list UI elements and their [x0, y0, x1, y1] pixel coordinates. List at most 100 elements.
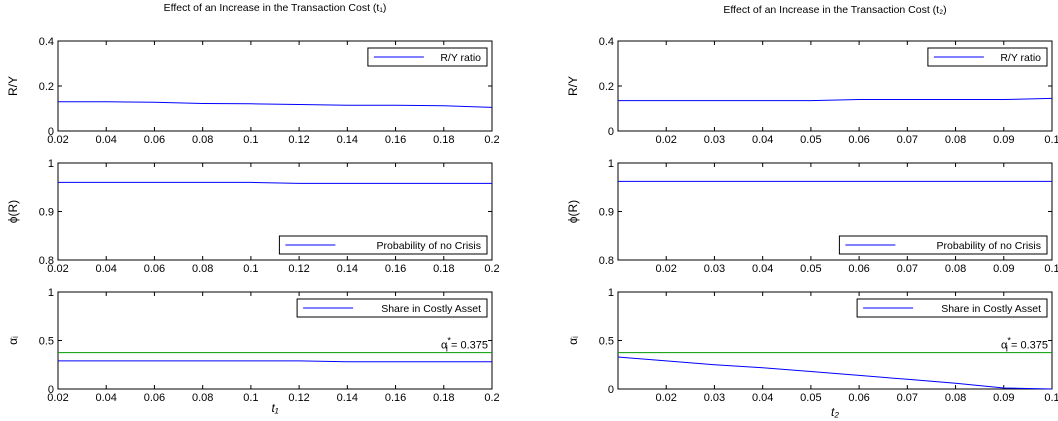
panel-2: 0.02 0.04 0.06 0.08 0.1 0.12 0.14 0.16 0.18 0.2 0.…: [6, 158, 500, 275]
x-tick-label: 0.02: [656, 263, 677, 275]
x-tick-label: 0.05: [800, 392, 821, 404]
panel-3: 0.02 0.03 0.04 0.05 0.06 0.07 0.08 0.09 0.1 0 0.5 1…: [566, 287, 1058, 404]
legend-label: Share in Costly Asset: [381, 303, 481, 315]
x-tick-label: 0.1: [1044, 134, 1058, 146]
annotation-sup: *: [447, 336, 451, 346]
x-tick-label: 0.06: [848, 263, 869, 275]
x-tick-label: 0.08: [945, 134, 966, 146]
chart-title: Effect of an Increase in the Transaction…: [164, 2, 387, 14]
panel-1: 0.02 0.03 0.04 0.05 0.06 0.07 0.08 0.09 0.1 0 0.2 0…: [566, 36, 1058, 146]
panel-1: 0.02 0.04 0.06 0.08 0.1 0.12 0.14 0.16 0.18 0.2 0 0…: [6, 36, 500, 146]
x-tick-label: 0.16: [385, 263, 406, 275]
x-tick-label: 0.06: [848, 134, 869, 146]
y-tick-label: 0.5: [599, 336, 614, 348]
x-tick-label: 0.2: [484, 134, 499, 146]
legend-box: [856, 298, 1048, 318]
x-tick-label: 0.06: [144, 392, 165, 404]
reference-annotation: α* i = 0.375: [1001, 336, 1048, 354]
annotation-sub: i: [1006, 344, 1008, 354]
y-axis-label: ϕ(R): [6, 200, 20, 223]
x-tick-label: 0.1: [243, 134, 258, 146]
y-tick-label: 1: [608, 158, 614, 170]
y-tick-label: 1: [48, 158, 54, 170]
y-axis-label: R/Y: [566, 76, 580, 96]
y-tick-label: 1: [608, 287, 614, 299]
x-tick-label: 0.16: [385, 392, 406, 404]
y-tick-label: 0.4: [599, 36, 614, 48]
x-tick-label: 0.1: [243, 263, 258, 275]
chart-title: Effect of an Increase in the Transaction…: [723, 4, 946, 16]
x-tick-label: 0.05: [800, 134, 821, 146]
x-tick-label: 0.02: [47, 392, 68, 404]
x-tick-label: 0.02: [47, 134, 68, 146]
x-tick-label: 0.06: [848, 392, 869, 404]
chart-1: Effect of an Increase in the Transaction…: [6, 2, 500, 415]
x-tick-label: 0.06: [144, 134, 165, 146]
legend: Share in Costly Asset: [296, 298, 488, 318]
y-tick-label: 0.9: [39, 207, 54, 219]
x-tick-label: 0.1: [1044, 263, 1058, 275]
x-tick-label: 0.09: [993, 263, 1014, 275]
x-axis-label: t₁: [271, 401, 278, 415]
legend-box: [927, 47, 1048, 67]
y-axis-label: αᵢ: [6, 336, 20, 345]
x-tick-label: 0.16: [385, 134, 406, 146]
x-tick-label: 0.14: [337, 392, 358, 404]
x-tick-label: 0.1: [1044, 392, 1058, 404]
series-line: [617, 356, 1053, 390]
legend-label: Share in Costly Asset: [941, 303, 1041, 315]
x-tick-label: 0.04: [752, 134, 773, 146]
x-tick-label: 0.18: [433, 263, 454, 275]
y-tick-label: 0.2: [39, 81, 54, 93]
chart-2: Effect of an Increase in the Transaction…: [566, 4, 1058, 419]
x-tick-label: 0.18: [433, 392, 454, 404]
x-tick-label: 0.12: [288, 134, 309, 146]
x-tick-label: 0.03: [704, 392, 725, 404]
x-tick-label: 0.12: [288, 392, 309, 404]
legend: Probability of no Crisis: [278, 235, 488, 255]
legend-box: [278, 235, 488, 255]
legend-box: [296, 298, 488, 318]
series-line: [618, 97, 1053, 102]
x-tick-label: 0.08: [945, 263, 966, 275]
x-tick-label: 0.04: [752, 392, 773, 404]
y-tick-label: 0: [608, 384, 614, 396]
legend: R/Y ratio: [927, 47, 1048, 67]
y-tick-label: 0.8: [599, 255, 614, 267]
x-tick-label: 0.04: [96, 134, 117, 146]
x-tick-label: 0.04: [752, 263, 773, 275]
y-tick-label: 0: [48, 126, 54, 138]
y-tick-label: 0.8: [39, 255, 54, 267]
series-line: [58, 101, 493, 108]
x-tick-label: 0.2: [484, 392, 499, 404]
x-tick-label: 0.06: [144, 263, 165, 275]
x-axis-label: t₂: [831, 405, 839, 419]
annotation-symbol: α: [441, 340, 448, 352]
x-tick-label: 0.09: [993, 134, 1014, 146]
y-tick-label: 0.2: [599, 81, 614, 93]
y-tick-label: 1: [48, 287, 54, 299]
legend: Probability of no Crisis: [838, 235, 1048, 255]
x-tick-label: 0.12: [288, 263, 309, 275]
annotation-value: = 0.375: [1008, 340, 1048, 352]
x-tick-label: 0.14: [337, 263, 358, 275]
x-tick-label: 0.04: [96, 263, 117, 275]
y-tick-label: 0.9: [599, 207, 614, 219]
x-tick-label: 0.07: [897, 263, 918, 275]
legend: R/Y ratio: [367, 47, 488, 67]
legend-label: R/Y ratio: [1000, 52, 1041, 64]
x-tick-label: 0.18: [433, 134, 454, 146]
x-tick-label: 0.08: [192, 392, 213, 404]
legend-box: [838, 235, 1048, 255]
x-tick-label: 0.07: [897, 134, 918, 146]
x-tick-label: 0.05: [800, 263, 821, 275]
x-tick-label: 0.08: [192, 134, 213, 146]
annotation-sub: i: [446, 344, 448, 354]
series-line: [58, 181, 492, 184]
legend-label: Probability of no Crisis: [377, 240, 481, 252]
x-tick-label: 0.08: [945, 392, 966, 404]
panel-2: 0.02 0.03 0.04 0.05 0.06 0.07 0.08 0.09 0.1 0.8 0.…: [566, 158, 1058, 275]
y-tick-label: 0: [48, 384, 54, 396]
x-tick-label: 0.03: [704, 263, 725, 275]
x-tick-label: 0.07: [897, 392, 918, 404]
